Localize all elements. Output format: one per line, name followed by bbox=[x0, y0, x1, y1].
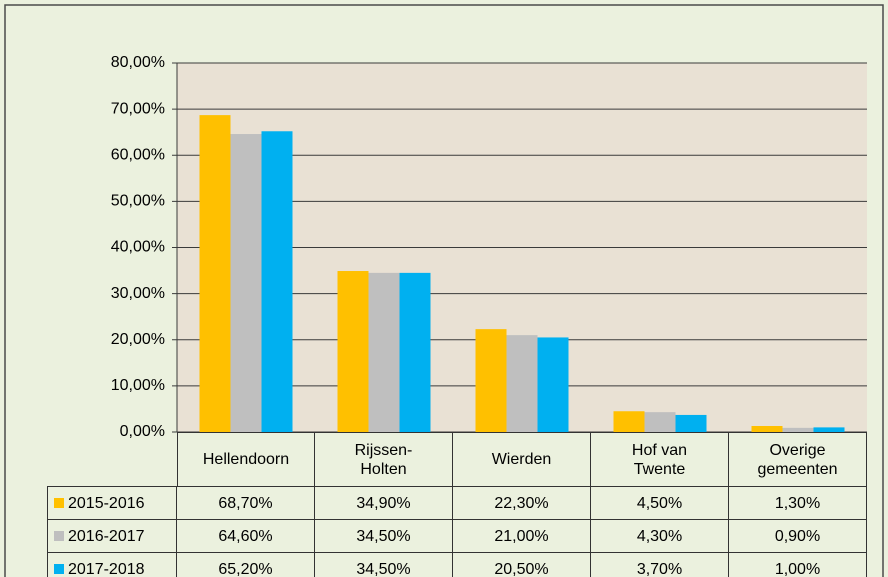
y-tick-label: 80,00% bbox=[111, 54, 165, 71]
bar bbox=[506, 335, 538, 432]
category-header: Overige gemeenten bbox=[728, 432, 867, 487]
table-value-text: 64,60% bbox=[218, 527, 273, 545]
category-header-text: Hof van Twente bbox=[631, 441, 688, 478]
category-header-text: Overige gemeenten bbox=[757, 441, 838, 478]
y-tick-label: 60,00% bbox=[111, 146, 165, 163]
bar bbox=[782, 427, 814, 432]
table-value: 1,00% bbox=[728, 552, 867, 577]
table-value: 64,60% bbox=[176, 519, 315, 553]
y-tick-label: 30,00% bbox=[111, 285, 165, 302]
table-value: 4,30% bbox=[590, 519, 729, 553]
table-value-text: 22,30% bbox=[494, 494, 549, 512]
table-value-text: 34,50% bbox=[356, 527, 411, 545]
bar bbox=[537, 337, 569, 432]
table-value-text: 4,50% bbox=[636, 494, 683, 512]
table-value: 34,50% bbox=[314, 519, 453, 553]
category-header-text: Hellendoorn bbox=[202, 451, 290, 468]
table-value-text: 0,90% bbox=[774, 527, 821, 545]
bar bbox=[675, 414, 707, 432]
category-header: Hof van Twente bbox=[590, 432, 729, 487]
category-header-text: Rijssen-Holten bbox=[354, 441, 413, 478]
table-value-text: 3,70% bbox=[636, 560, 683, 577]
table-value: 0,90% bbox=[728, 519, 867, 553]
bar bbox=[230, 134, 262, 432]
bar bbox=[751, 426, 783, 432]
table-value-text: 20,50% bbox=[494, 560, 549, 577]
chart-border bbox=[4, 4, 884, 577]
legend-swatch bbox=[54, 564, 64, 574]
table-value-text: 34,90% bbox=[356, 494, 411, 512]
table-value-text: 21,00% bbox=[494, 527, 549, 545]
bar bbox=[613, 411, 645, 432]
legend-entry: 2017-2018 bbox=[47, 552, 177, 577]
category-header: Rijssen-Holten bbox=[314, 432, 453, 487]
table-value-text: 1,30% bbox=[774, 494, 821, 512]
legend-swatch bbox=[54, 531, 64, 541]
table-value-text: 68,70% bbox=[218, 494, 273, 512]
table-value: 1,30% bbox=[728, 486, 867, 520]
bar bbox=[199, 115, 231, 432]
bar bbox=[813, 427, 845, 432]
table-value-text: 1,00% bbox=[774, 560, 821, 577]
table-value-text: 4,30% bbox=[636, 527, 683, 545]
table-value: 34,90% bbox=[314, 486, 453, 520]
table-value-text: 34,50% bbox=[356, 560, 411, 577]
bar bbox=[368, 272, 400, 432]
table-value-text: 65,20% bbox=[218, 560, 273, 577]
y-tick-label: 40,00% bbox=[111, 239, 165, 256]
category-header-text: Wierden bbox=[491, 451, 552, 468]
table-value: 22,30% bbox=[452, 486, 591, 520]
table-value: 68,70% bbox=[176, 486, 315, 520]
y-tick-label: 20,00% bbox=[111, 331, 165, 348]
table-value: 34,50% bbox=[314, 552, 453, 577]
bar bbox=[644, 412, 676, 432]
category-header: Wierden bbox=[452, 432, 591, 487]
legend-entry: 2015-2016 bbox=[47, 486, 177, 520]
table-value: 3,70% bbox=[590, 552, 729, 577]
table-value: 65,20% bbox=[176, 552, 315, 577]
table-value: 20,50% bbox=[452, 552, 591, 577]
bar bbox=[475, 329, 507, 432]
y-tick-label: 10,00% bbox=[111, 377, 165, 394]
table-value: 21,00% bbox=[452, 519, 591, 553]
legend-entry-text: 2016-2017 bbox=[68, 527, 145, 545]
y-tick-label: 50,00% bbox=[111, 193, 165, 210]
category-header: Hellendoorn bbox=[177, 432, 315, 487]
bar bbox=[399, 272, 431, 432]
legend-entry-text: 2015-2016 bbox=[68, 494, 145, 512]
y-tick-label: 0,00% bbox=[120, 423, 165, 440]
table-value: 4,50% bbox=[590, 486, 729, 520]
y-tick-label: 70,00% bbox=[111, 100, 165, 117]
legend-swatch bbox=[54, 498, 64, 508]
bar bbox=[261, 131, 293, 432]
legend-entry: 2016-2017 bbox=[47, 519, 177, 553]
bar bbox=[337, 271, 369, 432]
legend-entry-text: 2017-2018 bbox=[68, 560, 145, 577]
